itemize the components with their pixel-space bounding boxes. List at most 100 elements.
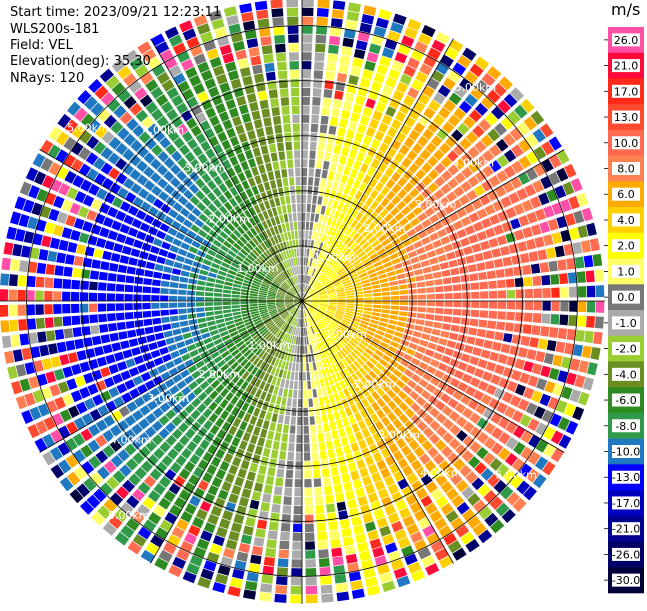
- range-gate: [531, 224, 542, 236]
- range-gate: [116, 284, 125, 292]
- range-gate: [354, 412, 362, 422]
- range-gate: [22, 348, 32, 360]
- range-gate: [306, 213, 310, 221]
- range-gate: [238, 172, 246, 182]
- range-gate: [242, 113, 252, 123]
- colorbar-label: 4.0: [617, 214, 635, 227]
- range-gate: [543, 234, 553, 246]
- range-gate: [122, 246, 132, 255]
- range-gate: [327, 512, 337, 521]
- range-gate: [426, 308, 435, 314]
- range-gate: [247, 471, 256, 481]
- range-gate: [329, 394, 335, 403]
- range-gate: [280, 532, 290, 541]
- range-gate: [160, 295, 168, 301]
- range-gate: [345, 490, 355, 500]
- range-gate: [381, 314, 390, 319]
- range-gate: [272, 207, 278, 216]
- range-gate: [19, 260, 29, 272]
- range-gate: [269, 89, 278, 98]
- range-gate: [244, 122, 253, 132]
- range-gate: [172, 238, 182, 246]
- range-gate: [291, 568, 302, 576]
- range-gate: [569, 287, 578, 298]
- range-gate: [242, 76, 253, 86]
- range-gate: [9, 305, 18, 317]
- range-gate: [318, 549, 329, 558]
- range-gate: [358, 439, 367, 449]
- range-gate: [500, 246, 510, 256]
- range-gate: [239, 104, 249, 114]
- range-gate: [313, 79, 322, 88]
- range-gate: [153, 238, 163, 247]
- range-gate: [315, 169, 321, 178]
- range-gate: [462, 309, 471, 316]
- range-gate: [178, 309, 187, 314]
- range-gate: [224, 433, 233, 443]
- range-gate: [388, 276, 397, 282]
- range-gate: [288, 443, 294, 452]
- range-gate: [265, 126, 273, 135]
- range-gate: [176, 255, 185, 262]
- range-gate: [332, 475, 341, 484]
- range-gate: [98, 282, 107, 290]
- range-gate: [302, 230, 305, 238]
- range-gate: [443, 316, 452, 323]
- range-gate: [497, 235, 507, 245]
- range-gate: [531, 325, 540, 335]
- range-gate: [466, 255, 476, 264]
- range-gate: [153, 272, 162, 279]
- range-gate: [187, 344, 196, 352]
- range-gate: [258, 303, 266, 305]
- range-gate: [265, 393, 271, 402]
- range-gate: [367, 52, 379, 63]
- range-gate: [498, 354, 508, 364]
- range-gate: [550, 274, 559, 285]
- range-gate: [552, 232, 562, 244]
- range-gate: [101, 334, 111, 343]
- range-gate: [76, 244, 86, 255]
- range-gate: [273, 441, 280, 450]
- range-gate: [339, 409, 346, 418]
- range-gate: [272, 17, 284, 26]
- range-gate: [502, 257, 512, 267]
- range-gate: [303, 381, 307, 389]
- range-gate: [330, 117, 338, 126]
- range-gate: [470, 282, 479, 289]
- range-gate: [163, 266, 172, 273]
- range-gate: [276, 576, 288, 585]
- range-gate: [53, 291, 61, 301]
- range-gate: [290, 79, 299, 87]
- range-gate: [93, 249, 103, 259]
- range-gate: [274, 405, 280, 414]
- range-gate: [271, 450, 278, 459]
- range-gate: [480, 291, 488, 298]
- range-gate: [387, 324, 396, 330]
- range-gate: [525, 301, 533, 310]
- range-gate: [323, 89, 332, 98]
- range-gate: [248, 47, 259, 57]
- range-gate: [441, 355, 451, 364]
- range-gate: [178, 296, 186, 301]
- range-gate: [453, 293, 461, 299]
- range-gate: [294, 381, 298, 389]
- range-gate: [146, 334, 155, 342]
- range-gate: [66, 340, 76, 351]
- range-gate: [363, 5, 376, 16]
- range-gate: [53, 304, 62, 314]
- range-gate: [343, 166, 351, 176]
- range-gate: [271, 107, 280, 116]
- range-gate: [27, 318, 36, 329]
- colorbar-label: -1.0: [615, 317, 636, 330]
- range-gate: [367, 585, 380, 596]
- range-gate: [205, 307, 213, 311]
- range-gate: [302, 150, 308, 158]
- range-gate: [389, 315, 398, 320]
- range-gate: [578, 286, 587, 297]
- range-gate: [263, 154, 271, 163]
- range-gate: [245, 517, 256, 527]
- range-gate: [152, 219, 162, 229]
- range-gate: [256, 128, 265, 138]
- range-gate: [451, 325, 460, 332]
- range-gate: [317, 388, 322, 397]
